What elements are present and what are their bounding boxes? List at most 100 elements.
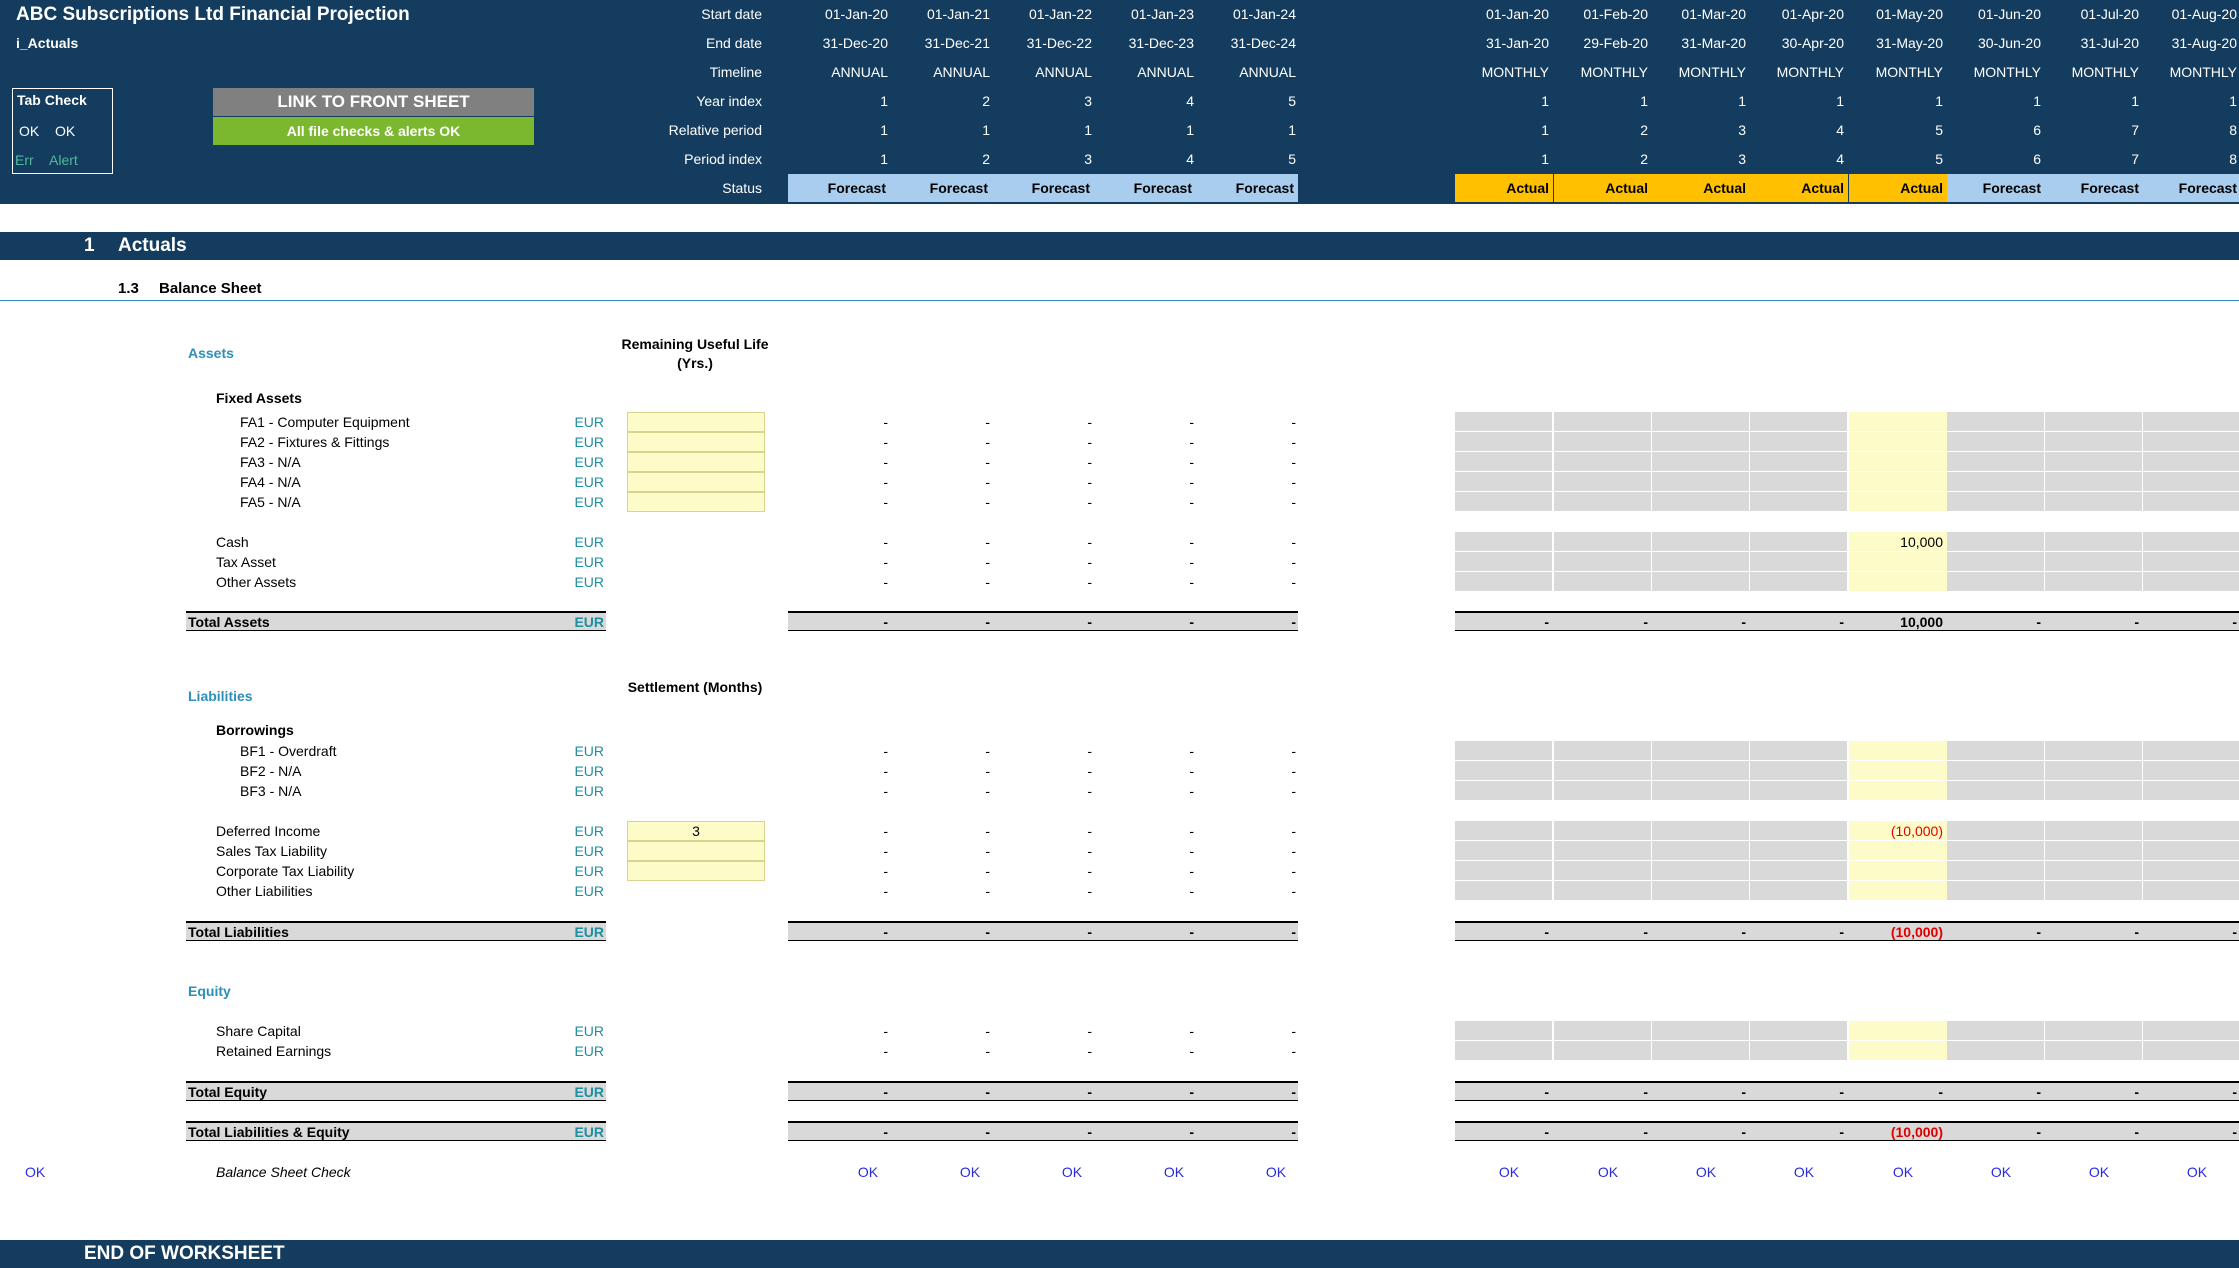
annual-value: - <box>1189 783 1194 799</box>
locked-cell <box>1652 741 1750 761</box>
actual-input-cell[interactable] <box>1849 452 1947 472</box>
annual-value: - <box>985 474 990 490</box>
locked-cell <box>1947 532 2045 552</box>
parameter-input-cell[interactable] <box>627 452 765 472</box>
locked-cell <box>1947 881 2045 901</box>
locked-cell <box>1455 881 1553 901</box>
locked-cell <box>1652 781 1750 801</box>
parameter-input-cell[interactable] <box>627 861 765 881</box>
annual-value: - <box>1189 474 1194 490</box>
actual-input-cell[interactable] <box>1849 472 1947 492</box>
actual-input-cell[interactable] <box>1849 781 1947 801</box>
annual-value: - <box>1189 574 1194 590</box>
tab-check-box: Tab Check OK OK Err Alert <box>12 88 113 174</box>
monthly-start-cell: 01-Feb-20 <box>1583 6 1648 22</box>
parameter-input-cell[interactable] <box>627 821 765 841</box>
actual-input-cell[interactable] <box>1849 432 1947 452</box>
annual-value: - <box>1189 823 1194 839</box>
annual-value: - <box>1087 554 1092 570</box>
equity-row-label: Retained Earnings <box>216 1043 332 1059</box>
total-monthly-value: - <box>2134 614 2139 630</box>
annual-value: - <box>1189 1043 1194 1059</box>
link-to-front-sheet-button[interactable]: LINK TO FRONT SHEET <box>213 88 534 116</box>
locked-cell <box>1455 841 1553 861</box>
actual-input-cell[interactable] <box>1849 861 1947 881</box>
total-monthly-value: - <box>1643 614 1648 630</box>
locked-cell <box>1652 861 1750 881</box>
locked-cell <box>1750 1021 1848 1041</box>
locked-cell <box>2045 761 2143 781</box>
locked-cell <box>1947 741 2045 761</box>
actual-input-cell[interactable] <box>1849 841 1947 861</box>
total-assets-annual-bar <box>788 611 1298 631</box>
locked-cell <box>1554 472 1652 492</box>
annual-value: - <box>1087 763 1092 779</box>
annual-value: - <box>883 574 888 590</box>
annual-value: - <box>1291 823 1296 839</box>
annual-check-ok: OK <box>857 1164 879 1180</box>
status-cell-monthly: Actual <box>1455 174 1553 202</box>
actual-input-cell[interactable] <box>1849 1041 1947 1061</box>
annual-value: - <box>1291 434 1296 450</box>
actual-input-cell[interactable] <box>1849 821 1947 841</box>
parameter-input-cell[interactable] <box>627 432 765 452</box>
annual-value: - <box>1189 924 1194 940</box>
actual-input-cell[interactable] <box>1849 881 1947 901</box>
locked-cell <box>1554 821 1652 841</box>
status-cell-monthly: Actual <box>1554 174 1652 202</box>
monthly-period-cell: 8 <box>2229 151 2237 167</box>
footer-bar <box>0 1240 2239 1268</box>
total-equity-label: Total Equity <box>188 1084 268 1100</box>
parameter-input-cell[interactable] <box>627 492 765 512</box>
sheet-name: i_Actuals <box>16 35 79 51</box>
monthly-period-cell: 6 <box>2033 151 2041 167</box>
actual-input-cell[interactable] <box>1849 492 1947 512</box>
parameter-input-cell[interactable] <box>627 841 765 861</box>
locked-cell <box>1554 532 1652 552</box>
actual-input-cell[interactable] <box>1849 741 1947 761</box>
total-actual-value: 10,000 <box>1900 614 1943 630</box>
locked-cell <box>1554 1021 1652 1041</box>
monthly-timeline-cell: MONTHLY <box>1776 64 1844 80</box>
unit-label: EUR <box>574 1124 604 1140</box>
annual-value: - <box>985 763 990 779</box>
annual-year-cell: 4 <box>1186 93 1194 109</box>
locked-cell <box>1554 761 1652 781</box>
locked-cell <box>1947 412 2045 432</box>
locked-cell <box>2045 572 2143 592</box>
annual-value: - <box>1189 614 1194 630</box>
locked-cell <box>1750 781 1848 801</box>
actual-input-cell[interactable] <box>1849 532 1947 552</box>
annual-value: - <box>1291 883 1296 899</box>
annual-value: - <box>1189 494 1194 510</box>
actual-input-cell[interactable] <box>1849 552 1947 572</box>
locked-cell <box>2045 841 2143 861</box>
locked-cell <box>2143 472 2239 492</box>
locked-cell <box>2045 412 2143 432</box>
annual-check-ok: OK <box>1163 1164 1185 1180</box>
annual-year-cell: 5 <box>1288 93 1296 109</box>
unit-label: EUR <box>574 554 604 570</box>
total-monthly-value: - <box>1544 1084 1549 1100</box>
actual-input-cell[interactable] <box>1849 412 1947 432</box>
annual-value: - <box>1087 614 1092 630</box>
model-title: ABC Subscriptions Ltd Financial Projecti… <box>16 4 410 25</box>
locked-cell <box>1652 532 1750 552</box>
monthly-end-cell: 30-Jun-20 <box>1977 35 2041 51</box>
locked-cell <box>1554 432 1652 452</box>
locked-cell <box>1947 781 2045 801</box>
actual-input-cell[interactable] <box>1849 761 1947 781</box>
actual-input-cell[interactable] <box>1849 1021 1947 1041</box>
locked-cell <box>1947 861 2045 881</box>
parameter-input-cell[interactable] <box>627 472 765 492</box>
parameter-input-cell[interactable] <box>627 412 765 432</box>
locked-cell <box>1455 412 1553 432</box>
locked-cell <box>1750 741 1848 761</box>
locked-cell <box>1652 472 1750 492</box>
locked-cell <box>2143 552 2239 572</box>
annual-value: - <box>1291 534 1296 550</box>
unit-label: EUR <box>574 924 604 940</box>
actual-input-cell[interactable] <box>1849 572 1947 592</box>
file-checks-banner: All file checks & alerts OK <box>213 117 534 145</box>
locked-cell <box>2045 452 2143 472</box>
